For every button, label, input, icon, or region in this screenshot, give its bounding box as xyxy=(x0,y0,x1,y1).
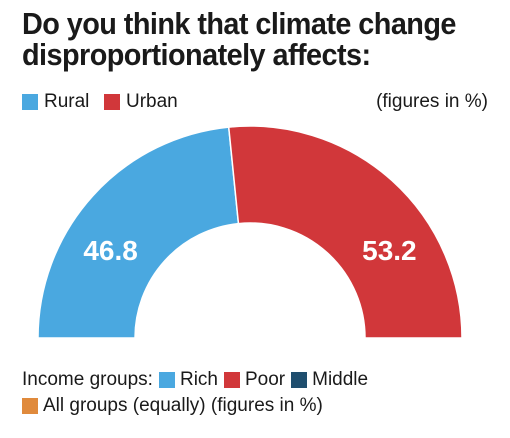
chart-title-line-2: disproportionately affects: xyxy=(22,37,371,72)
income-legend: Income groups: Rich Poor Middle All grou… xyxy=(22,367,492,419)
legend-swatch-rural xyxy=(22,94,38,110)
income-swatch-rich xyxy=(158,372,175,388)
income-label-middle: Middle xyxy=(312,369,369,390)
legend-item-rural: Rural xyxy=(22,91,89,113)
slice-urban xyxy=(227,125,463,339)
income-label-rich: Rich xyxy=(179,369,218,390)
legend-label-rural: Rural xyxy=(44,91,90,112)
income-swatch-all xyxy=(22,398,38,414)
income-legend-row-2: All groups (equally) (figures in %) xyxy=(22,393,492,419)
value-label-rural: 46.8 xyxy=(83,235,138,266)
income-legend-prefix: Income groups: xyxy=(22,369,153,390)
income-swatch-middle xyxy=(291,372,308,388)
area-legend: Rural Urban (figures in %) xyxy=(22,91,488,113)
chart-title: Do you think that climate change disprop… xyxy=(22,8,459,70)
legend-item-urban: Urban xyxy=(104,91,178,113)
units-note: (figures in %) xyxy=(376,91,488,112)
income-legend-row-1: Income groups: Rich Poor Middle xyxy=(22,367,492,393)
income-label-all: All groups (equally) (figures in %) xyxy=(43,395,323,416)
chart-title-line-1: Do you think that climate change xyxy=(22,6,456,41)
income-label-poor: Poor xyxy=(244,369,286,390)
legend-label-urban: Urban xyxy=(126,91,178,112)
legend-swatch-urban xyxy=(104,94,120,110)
income-swatch-poor xyxy=(223,372,240,388)
slice-rural xyxy=(37,126,240,339)
value-label-urban: 53.2 xyxy=(362,235,417,266)
half-donut-chart: 46.8 53.2 xyxy=(37,125,463,339)
